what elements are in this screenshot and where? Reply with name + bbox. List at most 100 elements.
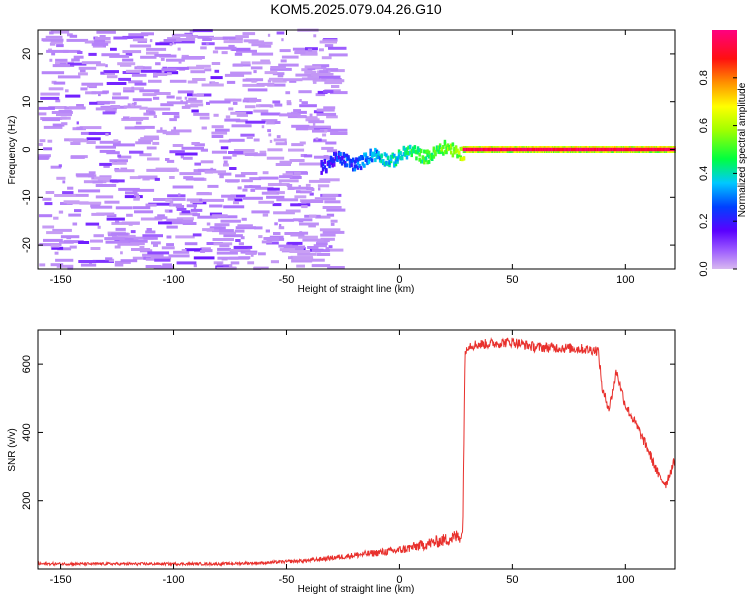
spectrogram-cell [232, 101, 238, 105]
spectrogram-cell [394, 162, 398, 167]
spectrogram-cell [86, 141, 96, 144]
spectrogram-cell [288, 148, 305, 152]
spectrogram-cell [344, 163, 347, 168]
spectrogram-cell [230, 194, 246, 198]
spectrogram-cell [184, 96, 188, 100]
spectrogram-cell [121, 221, 140, 225]
spectrogram-cell [481, 151, 484, 153]
spectrogram-cell [118, 77, 131, 81]
spectrogram-cell [477, 151, 480, 153]
spectrogram-cell [142, 253, 164, 257]
spectrogram-cell [603, 147, 606, 152]
spectrogram-cell [464, 147, 467, 152]
spectrogram-x-axis-label: Height of straight line (km) [298, 284, 415, 295]
spectrogram-cell [320, 159, 323, 164]
spectrogram-cell [617, 151, 620, 153]
spectrogram-cell [405, 147, 409, 152]
spectrogram-cell [565, 147, 568, 152]
spectrogram-cell [290, 233, 305, 237]
spectrogram-cell [496, 151, 499, 153]
spectrogram-cell [641, 146, 644, 148]
spectrogram-cell [488, 151, 491, 153]
spectrogram-cell [100, 71, 105, 75]
spectrogram-cell [251, 79, 257, 83]
spectrogram-cell [117, 234, 136, 238]
spectrogram-cell [153, 243, 158, 247]
spectrogram-cell [499, 146, 502, 148]
spectrogram-cell [459, 157, 462, 161]
spectrogram-cell [163, 39, 182, 42]
spectrogram-cell [574, 151, 577, 153]
spectrogram-cell [279, 248, 298, 252]
spectrogram-cell [127, 103, 131, 107]
spectrogram-cell [527, 147, 529, 152]
spectrogram-cell [111, 232, 129, 236]
spectrogram-cell [234, 229, 245, 233]
spectrogram-cell [233, 201, 239, 205]
spectrogram-cell [85, 222, 100, 226]
spectrogram-cell [331, 161, 334, 166]
spectrogram-cell [483, 151, 485, 153]
spectrogram-cell [616, 146, 619, 148]
spectrogram-cell [489, 151, 492, 153]
spectrogram-cell [150, 256, 172, 260]
spectrogram-cell [607, 146, 610, 148]
spectrogram-cell [75, 173, 95, 177]
spectrogram-cell [345, 157, 349, 162]
spectrogram-cell [295, 127, 309, 131]
spectrogram-cell [230, 71, 252, 75]
spectrogram-cell [171, 33, 192, 37]
spectrogram-cell [250, 253, 254, 257]
spectrogram-cell [562, 146, 565, 148]
spectrogram-cell [238, 242, 244, 246]
spectrogram-cell [671, 146, 674, 148]
colorbar-tick-label: 0.8 [698, 70, 710, 85]
spectrogram-cell [476, 146, 479, 148]
spectrogram-cell [399, 156, 402, 161]
spectrogram-cell [350, 159, 353, 164]
spectrogram-cell [537, 151, 540, 153]
spectrogram-cell [663, 146, 666, 148]
spectrogram-cell [626, 151, 629, 153]
spectrogram-cell [321, 146, 334, 150]
spectrogram-cell [325, 169, 328, 174]
spectrogram-cell [536, 146, 539, 148]
spectrogram-cell [306, 187, 314, 190]
spectrogram-cell [606, 151, 609, 153]
spectrogram-cell [244, 153, 257, 156]
spectrogram-cell [443, 139, 447, 144]
spectrogram-cell [666, 151, 668, 153]
spectrogram-cell [161, 246, 175, 250]
spectrogram-cell [48, 106, 67, 109]
spectrogram-cell [38, 154, 51, 158]
spectrogram-cell [528, 151, 531, 153]
spectrogram-cell [292, 47, 309, 51]
spectrogram-cell [424, 149, 428, 154]
spectrogram-cell [174, 40, 195, 44]
spectrogram-cells [38, 28, 676, 270]
spectrogram-cell [91, 42, 109, 46]
spectrogram-cell [495, 151, 498, 153]
spectrogram-cell [650, 151, 653, 153]
spectrogram-cell [179, 212, 198, 216]
spectrogram-cell [61, 116, 67, 120]
spectrogram-cell [424, 156, 428, 161]
spectrogram-cell [563, 151, 566, 153]
spectrogram-cell [574, 147, 577, 152]
spectrogram-cell [337, 155, 341, 160]
spectrogram-cell [345, 163, 349, 168]
spectrogram-cell [181, 249, 187, 252]
spectrogram-cell [326, 79, 345, 83]
spectrogram-cell [616, 147, 619, 152]
spectrogram-cell [143, 236, 158, 240]
spectrogram-cell [251, 210, 270, 214]
spectrogram-cell [638, 147, 641, 152]
spectrogram-cell [564, 146, 567, 148]
spectrogram-cell [475, 147, 478, 152]
spectrogram-cell [321, 56, 332, 60]
spectrogram-cell [589, 146, 592, 148]
spectrogram-cell [267, 148, 283, 152]
spectrogram-cell [583, 147, 586, 152]
spectrogram-cell [118, 187, 140, 191]
spectrogram-cell [617, 146, 620, 148]
